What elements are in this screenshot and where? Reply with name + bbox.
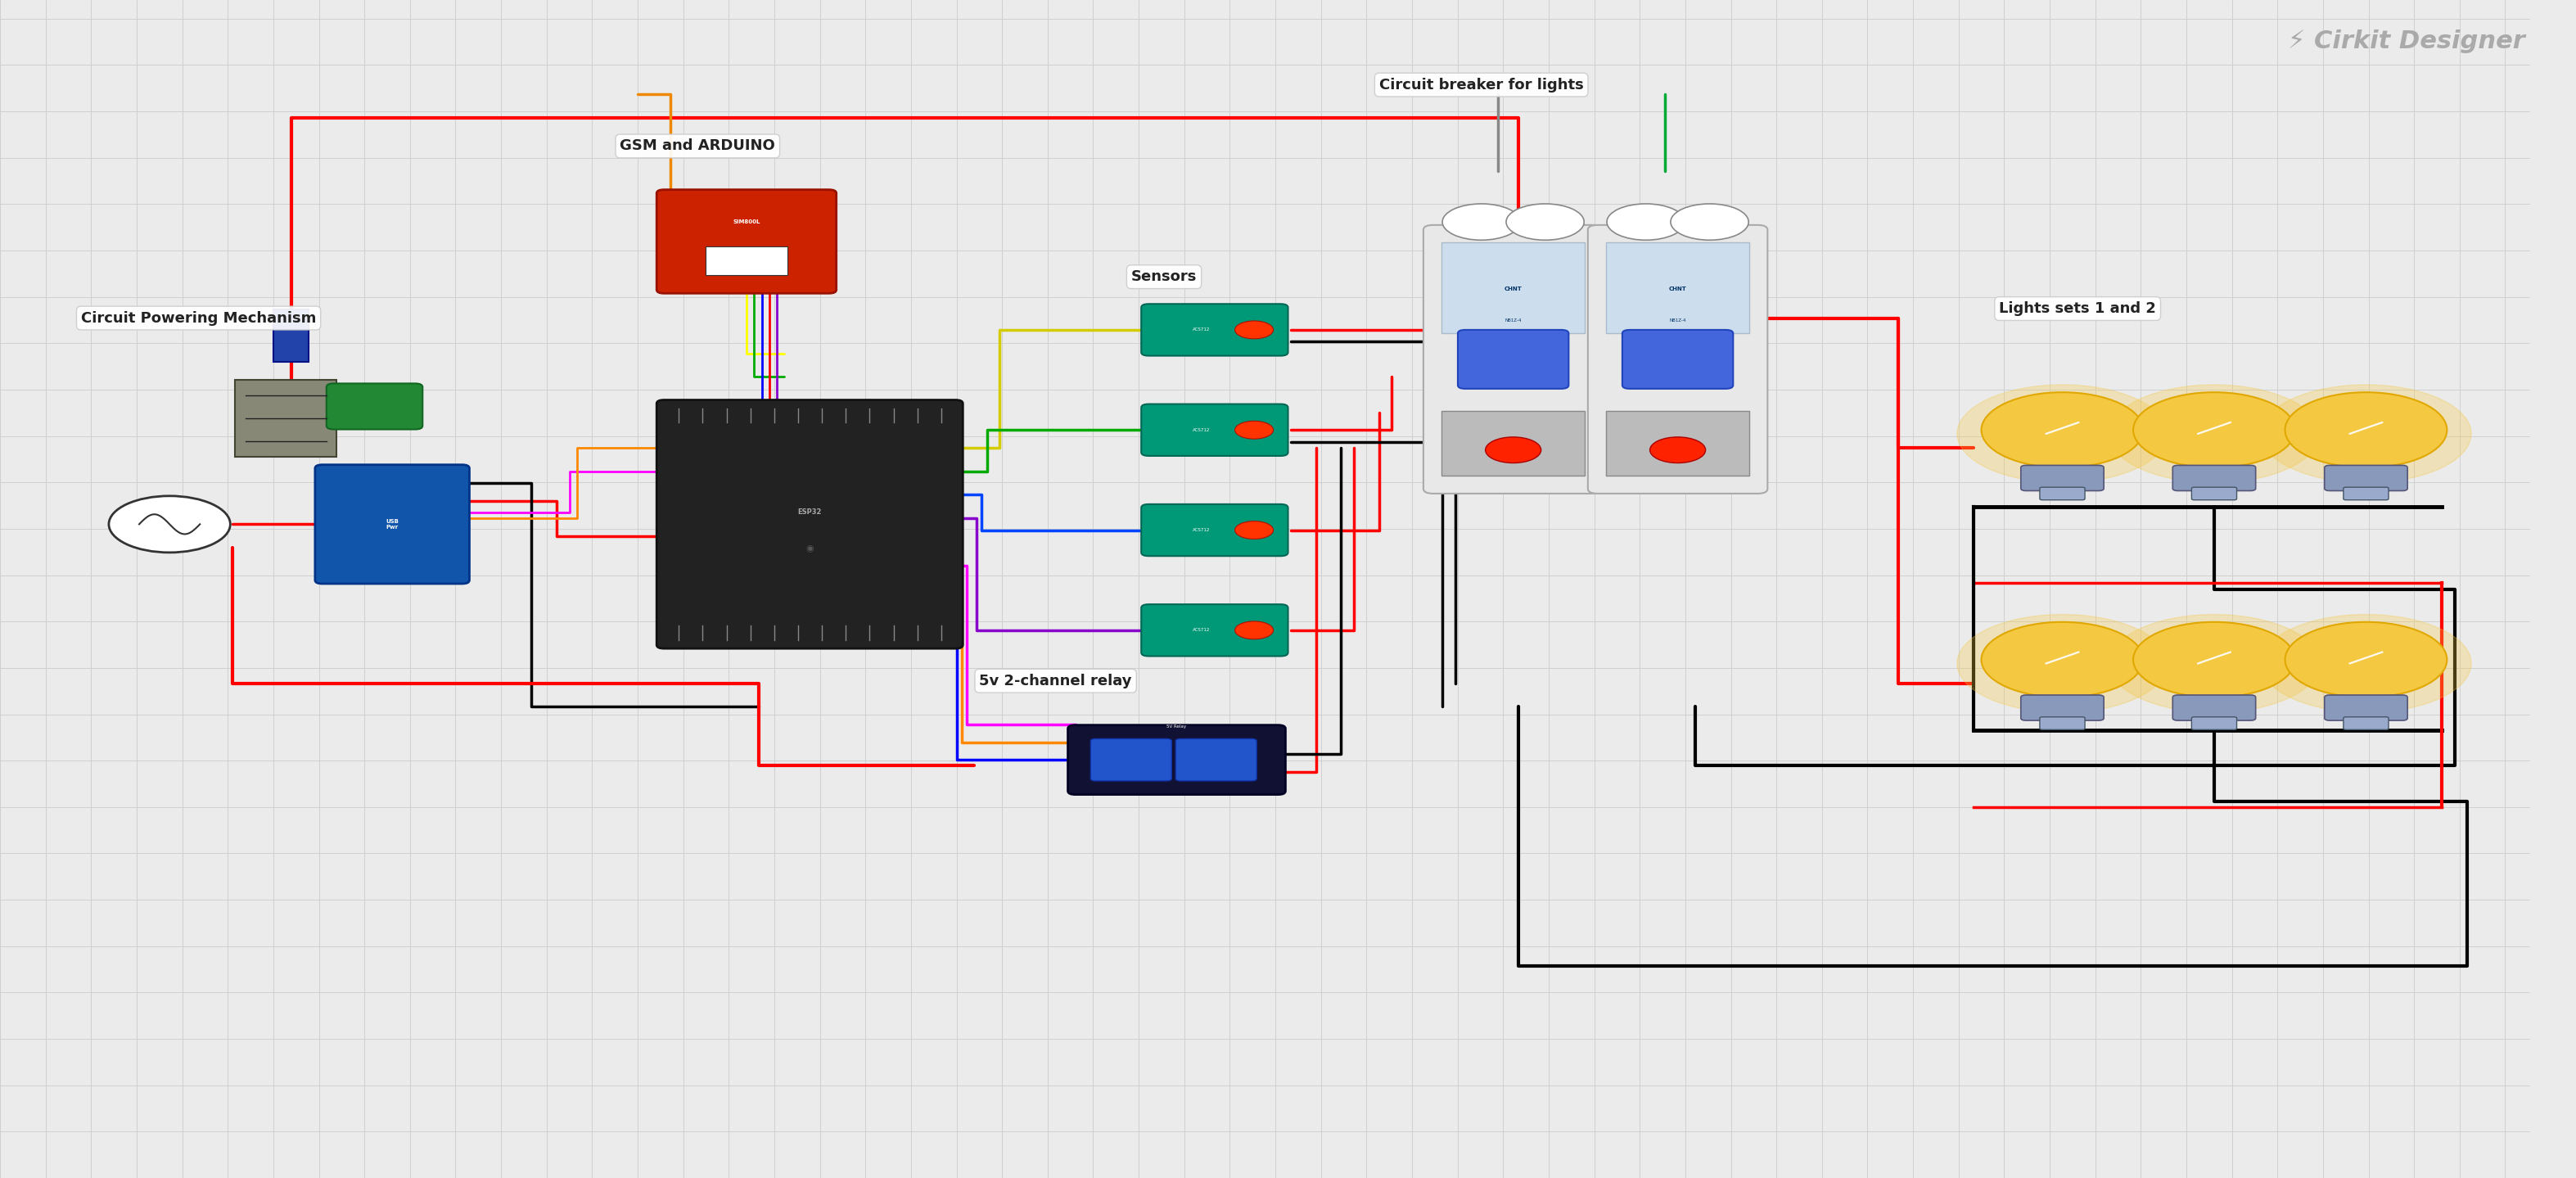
Text: Circuit Powering Mechanism: Circuit Powering Mechanism [80, 311, 317, 325]
Text: ◉: ◉ [806, 544, 814, 552]
FancyBboxPatch shape [2192, 717, 2236, 729]
Circle shape [1234, 421, 1273, 439]
FancyBboxPatch shape [657, 190, 837, 293]
FancyBboxPatch shape [1175, 739, 1257, 781]
Text: SIM800L: SIM800L [732, 220, 760, 225]
FancyBboxPatch shape [2172, 695, 2257, 721]
Text: ACS712: ACS712 [1193, 528, 1211, 532]
Text: USB
Pwr: USB Pwr [386, 518, 399, 530]
Circle shape [1981, 622, 2143, 697]
Circle shape [2262, 385, 2470, 483]
FancyBboxPatch shape [1623, 330, 1734, 389]
FancyBboxPatch shape [1069, 726, 1285, 795]
FancyBboxPatch shape [1090, 739, 1172, 781]
FancyBboxPatch shape [1141, 504, 1288, 556]
FancyBboxPatch shape [314, 464, 469, 583]
Text: NB1Z-4: NB1Z-4 [1669, 318, 1687, 323]
Text: CHNT: CHNT [1504, 287, 1522, 292]
FancyBboxPatch shape [2040, 488, 2084, 499]
Text: Circuit breaker for lights: Circuit breaker for lights [1378, 78, 1584, 92]
Text: Sensors: Sensors [1131, 270, 1198, 284]
Circle shape [2285, 392, 2447, 468]
Bar [234, 379, 337, 456]
Circle shape [1234, 621, 1273, 640]
FancyBboxPatch shape [1587, 225, 1767, 494]
Bar [1443, 243, 1584, 333]
Circle shape [1234, 521, 1273, 540]
Text: ACS712: ACS712 [1193, 628, 1211, 633]
Text: 5v 2-channel relay: 5v 2-channel relay [979, 674, 1131, 688]
Circle shape [2110, 385, 2318, 483]
FancyBboxPatch shape [2192, 488, 2236, 499]
FancyBboxPatch shape [1141, 304, 1288, 356]
FancyBboxPatch shape [2324, 695, 2409, 721]
FancyBboxPatch shape [2344, 717, 2388, 729]
Text: GSM and ARDUINO: GSM and ARDUINO [621, 139, 775, 153]
Text: ACS712: ACS712 [1193, 327, 1211, 332]
Circle shape [1234, 320, 1273, 339]
Bar [706, 246, 788, 276]
FancyBboxPatch shape [1141, 404, 1288, 456]
Circle shape [1486, 437, 1540, 463]
FancyBboxPatch shape [1425, 225, 1602, 494]
Text: ⚡ Cirkit Designer: ⚡ Cirkit Designer [2287, 29, 2524, 53]
Text: CHNT: CHNT [1669, 287, 1687, 292]
FancyBboxPatch shape [2344, 488, 2388, 499]
FancyBboxPatch shape [2020, 695, 2105, 721]
Circle shape [1649, 437, 1705, 463]
Circle shape [1958, 615, 2166, 713]
FancyBboxPatch shape [2040, 717, 2084, 729]
Circle shape [1507, 204, 1584, 240]
Text: NB1Z-4: NB1Z-4 [1504, 318, 1522, 323]
Circle shape [1443, 204, 1520, 240]
FancyBboxPatch shape [2172, 465, 2257, 491]
Bar [1605, 243, 1749, 333]
Circle shape [2133, 622, 2295, 697]
Circle shape [2285, 622, 2447, 697]
FancyBboxPatch shape [2020, 465, 2105, 491]
Circle shape [2133, 392, 2295, 468]
Bar [1605, 411, 1749, 476]
Text: 5V Relay: 5V Relay [1167, 724, 1188, 728]
FancyBboxPatch shape [1458, 330, 1569, 389]
Circle shape [1672, 204, 1749, 240]
Circle shape [1958, 385, 2166, 483]
Circle shape [2262, 615, 2470, 713]
Bar [273, 309, 309, 363]
FancyBboxPatch shape [657, 399, 963, 648]
Circle shape [108, 496, 229, 552]
Text: ESP32: ESP32 [799, 509, 822, 516]
FancyBboxPatch shape [327, 383, 422, 429]
Text: ACS712: ACS712 [1193, 428, 1211, 432]
Circle shape [2110, 615, 2318, 713]
FancyBboxPatch shape [2324, 465, 2409, 491]
Circle shape [1981, 392, 2143, 468]
FancyBboxPatch shape [1141, 604, 1288, 656]
Text: Lights sets 1 and 2: Lights sets 1 and 2 [1999, 302, 2156, 316]
Bar [1443, 411, 1584, 476]
Circle shape [1607, 204, 1685, 240]
